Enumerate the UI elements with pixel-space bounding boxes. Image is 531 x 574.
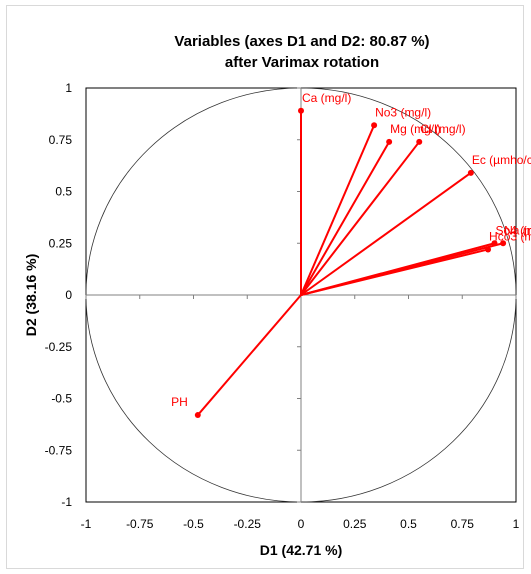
x-tick-label: 1 xyxy=(513,517,520,531)
y-tick-label: 0.5 xyxy=(55,185,72,199)
y-tick-label: 0.25 xyxy=(49,236,73,250)
vector-label: Na (mg/l) xyxy=(504,223,531,237)
vector-line xyxy=(300,141,391,296)
y-tick-label: 0 xyxy=(65,288,72,302)
y-tick-label: -1 xyxy=(61,495,72,509)
x-tick-label: 0.25 xyxy=(343,517,367,531)
y-tick-label: -0.75 xyxy=(45,443,73,457)
x-tick-label: -0.25 xyxy=(234,517,262,531)
x-axis-ticks: -1 -0.75 -0.5 -0.25 0 0.25 0.5 0.75 1 xyxy=(81,295,520,531)
x-axis-label: D1 (42.71 %) xyxy=(260,542,342,558)
x-tick-label: 0.75 xyxy=(451,517,475,531)
vector-line xyxy=(197,294,302,416)
y-tick-label: 1 xyxy=(65,81,72,95)
vector-point xyxy=(467,169,474,176)
y-tick-label: -0.5 xyxy=(51,392,72,406)
y-axis-label: D2 (38.16 %) xyxy=(23,254,39,336)
x-tick-label: 0 xyxy=(298,517,305,531)
vector-label: Mg (mg/l) xyxy=(390,122,441,136)
y-tick-label: 0.75 xyxy=(49,133,73,147)
chart-frame xyxy=(6,5,524,569)
vector-point xyxy=(298,107,304,114)
chart-subtitle: after Varimax rotation xyxy=(225,54,379,71)
vector-line xyxy=(300,248,489,296)
variable-vectors: Ca (mg/l) No3 (mg/l) Mg (mg/l)Cl (mg/l) Ec … xyxy=(171,91,531,419)
y-tick-label: -0.25 xyxy=(45,340,73,354)
chart-title: Variables (axes D1 and D2: 80.87 %) xyxy=(174,33,429,50)
vector-label: PH xyxy=(171,395,188,409)
vector-label: So4 (mg/l) xyxy=(496,223,531,237)
vector-point xyxy=(485,246,492,253)
x-tick-label: 0.5 xyxy=(400,517,417,531)
x-tick-label: -1 xyxy=(81,517,92,531)
x-tick-label: -0.5 xyxy=(183,517,204,531)
vector-label: No3 (mg/l) xyxy=(375,105,431,119)
vector-point xyxy=(371,122,378,129)
vector-point xyxy=(416,138,423,145)
x-tick-label: -0.75 xyxy=(126,517,154,531)
vector-point xyxy=(386,138,393,145)
vector-label: Ec (µmho/cm) xyxy=(472,153,531,167)
vector-label: Hco3 (mg/l) xyxy=(489,229,531,243)
vector-line xyxy=(300,172,472,296)
vector-label: Ca (mg/l) xyxy=(302,91,351,105)
vector-label: Cl (mg/l) xyxy=(420,122,465,136)
vector-line xyxy=(300,141,421,296)
vector-point xyxy=(500,240,507,247)
vector-point xyxy=(194,412,201,419)
vector-line xyxy=(300,124,376,296)
